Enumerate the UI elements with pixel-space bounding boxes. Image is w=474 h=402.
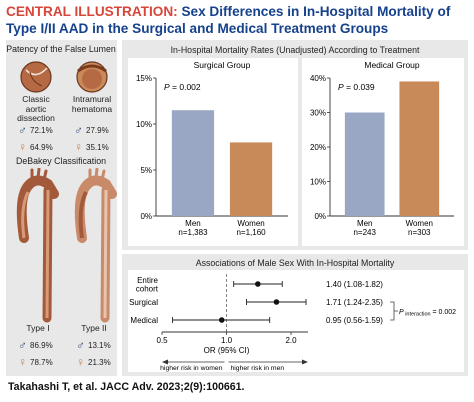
title-text: Sex Differences in In-Hospital Mortality… [6,4,451,36]
bar-men [171,110,215,216]
intramural-label-line1: Intramural [72,94,112,104]
female-symbol-icon: ♀ [76,355,85,369]
mortality-title: In-Hospital Mortality Rates (Unadjusted)… [170,45,420,55]
y-tick-label: 15% [136,74,152,83]
bar-women [399,81,440,216]
classic-male-stat: ♂ 72.1% [18,123,53,137]
p-value-label: P = 0.039 [338,82,375,92]
classic-label-line3: dissection [17,113,55,123]
female-symbol-icon: ♀ [18,140,27,154]
forest-xlabel: OR (95% CI) [204,346,250,355]
forest-row-label: Surgical [129,298,158,307]
male-symbol-icon: ♂ [74,123,83,137]
x-category-label: Women [237,219,264,228]
type2-female-stat: ♀ 21.3% [76,355,111,369]
classic-label-line2: aortic [25,103,47,114]
y-tick-label: 0% [314,212,326,221]
intramural-label: Intramural hematoma [71,94,113,114]
forest-x-tick-label: 2.0 [285,336,297,345]
forest-x-tick-label: 0.5 [156,336,168,345]
intramural-label-line2: hematoma [71,103,113,114]
arrow-left-label: higher risk in women [160,365,223,372]
x-n-label: n=1,383 [178,228,208,237]
forest-row-label: Entire [137,276,158,285]
type2-male-stat: ♂ 13.1% [76,338,111,352]
type2-male-value: 13.1% [88,341,111,350]
female-symbol-icon: ♀ [74,140,83,154]
patency-title: Patency of the False Lumen [6,44,116,54]
type1-female-value: 78.7% [30,358,53,367]
or-point [255,281,261,287]
forest-row-label: Medical [130,316,158,325]
y-tick-label: 10% [136,120,152,129]
male-symbol-icon: ♂ [18,123,27,137]
forest-plot-bg [128,270,464,372]
x-n-label: n=303 [408,228,431,237]
forest-row-label: cohort [136,284,159,293]
p-value-label: P = 0.002 [164,82,201,92]
male-symbol-icon: ♂ [18,338,27,352]
intramural-male-value: 27.9% [86,126,109,135]
type1-female-stat: ♀ 78.7% [18,355,53,369]
intramural-hematoma-icon [76,61,108,93]
classic-dissection-icon [20,61,52,93]
arrow-left-head [162,359,168,365]
chart-title: Surgical Group [194,60,251,70]
female-symbol-icon: ♀ [18,355,27,369]
x-category-label: Women [406,219,433,228]
classic-female-stat: ♀ 64.9% [18,140,53,154]
or-point [273,299,280,305]
y-tick-label: 0% [140,212,152,221]
x-category-label: Men [357,219,373,228]
type2-aorta-icon [74,168,117,323]
y-tick-label: 5% [140,166,152,175]
intramural-female-stat: ♀ 35.1% [74,140,109,154]
or-text: 0.95 (0.56-1.59) [326,316,383,325]
classic-female-value: 64.9% [30,143,53,152]
bar-women [229,142,273,216]
bar-men [344,112,385,216]
classic-male-value: 72.1% [30,126,53,135]
intramural-female-value: 35.1% [86,143,109,152]
or-text: 1.40 (1.08-1.82) [326,280,383,289]
y-tick-label: 20% [310,143,326,152]
or-text: 1.71 (1.24-2.35) [326,298,383,307]
arrow-right-label: higher risk in men [231,365,285,372]
interaction-bracket [390,301,398,321]
intramural-male-stat: ♂ 27.9% [74,123,109,137]
type1-male-stat: ♂ 86.9% [18,338,53,352]
male-symbol-icon: ♂ [76,338,85,352]
y-tick-label: 10% [310,178,326,187]
type2-female-value: 21.3% [88,358,111,367]
y-tick-label: 30% [310,109,326,118]
debakey-title: DeBakey Classification [16,156,106,166]
type2-label: Type II [81,323,107,333]
type1-label: Type I [26,323,50,333]
figure-title: CENTRAL ILLUSTRATION: Sex Differences in… [6,3,468,37]
forest-title: Associations of Male Sex With In-Hospita… [195,258,395,268]
x-n-label: n=243 [353,228,376,237]
type1-aorta-icon [16,168,59,323]
y-tick-label: 40% [310,74,326,83]
or-point [218,317,225,323]
interaction-label: P interaction = 0.002 [399,309,456,318]
type1-male-value: 86.9% [30,341,53,350]
citation: Takahashi T, et al. JACC Adv. 2023;2(9):… [8,381,245,393]
classic-label-line1: Classic [22,94,50,104]
chart-title: Medical Group [364,60,420,70]
forest-x-tick-label: 1.0 [221,336,233,345]
classic-label: Classic aortic dissection [17,94,55,124]
x-category-label: Men [185,219,201,228]
title-lead: CENTRAL ILLUSTRATION: [6,4,178,19]
x-n-label: n=1,160 [236,228,266,237]
arrow-right-head [302,359,308,365]
